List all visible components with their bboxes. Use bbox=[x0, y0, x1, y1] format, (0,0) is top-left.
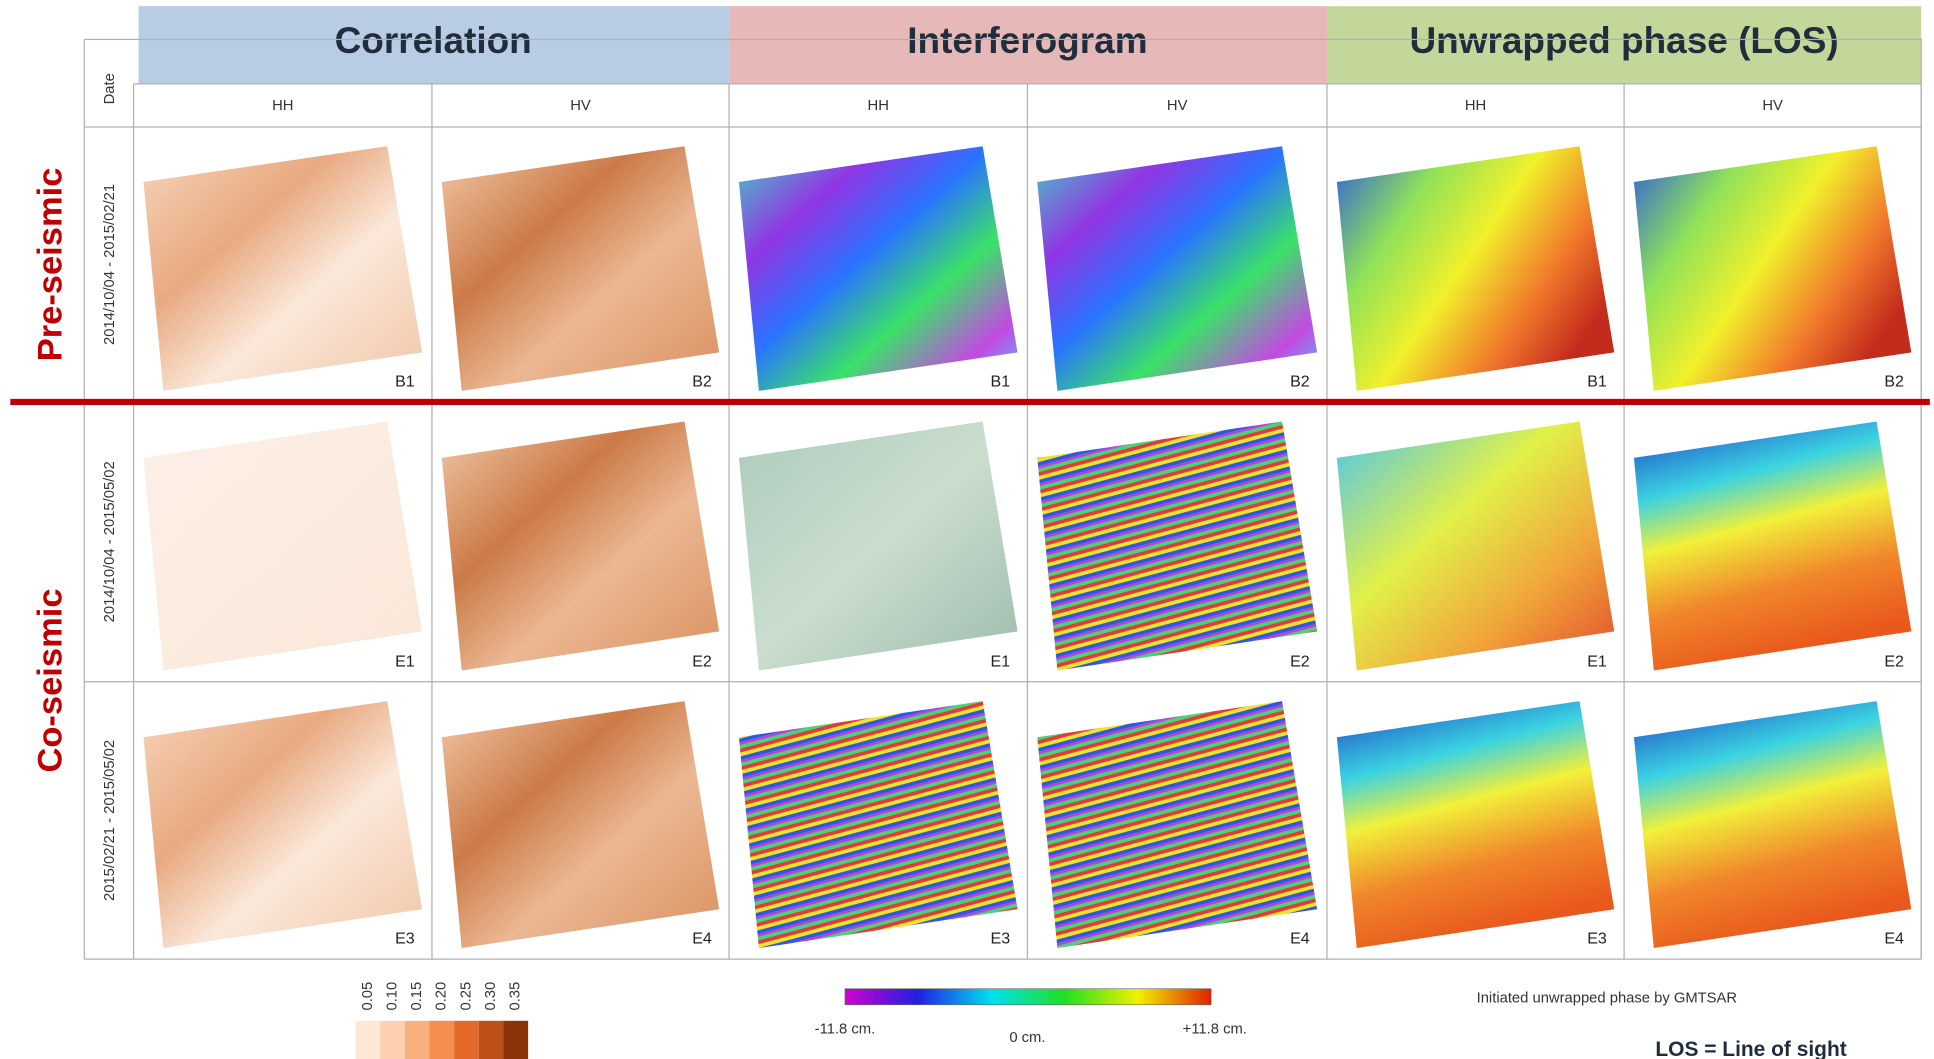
sar-image bbox=[1337, 421, 1614, 670]
tile-label: E2 bbox=[1290, 652, 1310, 670]
scale-swatch bbox=[405, 1021, 430, 1059]
scale-label: 0.20 bbox=[434, 982, 450, 1011]
sar-image bbox=[739, 146, 1018, 391]
tile-label: E2 bbox=[692, 652, 712, 670]
sar-image bbox=[442, 146, 719, 391]
scale-swatch bbox=[429, 1021, 454, 1059]
colorbar-label: +11.8 cm. bbox=[1183, 1021, 1247, 1037]
tile-label: E1 bbox=[1587, 652, 1607, 670]
section-title: Interferogram bbox=[907, 20, 1147, 61]
scale-swatch bbox=[356, 1021, 381, 1059]
tile-label: B1 bbox=[991, 372, 1011, 390]
grid: HH HV HH HV HH HV Pre-seismic 2014/10/04 - 2015… bbox=[31, 39, 1921, 959]
sar-image bbox=[1337, 701, 1614, 948]
sar-image bbox=[143, 146, 422, 391]
date-range: 2015/02/21 - 2015/05/02 bbox=[102, 740, 118, 901]
date-header: Date bbox=[102, 73, 118, 104]
scale-label: 0.35 bbox=[508, 982, 524, 1011]
sar-image bbox=[1634, 421, 1911, 670]
tile-label: E3 bbox=[991, 930, 1011, 948]
sar-image bbox=[442, 421, 719, 670]
sar-image bbox=[1634, 146, 1911, 391]
polarization: HH bbox=[1465, 98, 1486, 114]
tile-label: E4 bbox=[1290, 930, 1310, 948]
tile-label: B1 bbox=[395, 372, 415, 390]
tile-label: E3 bbox=[395, 930, 415, 948]
section-title: Unwrapped phase (LOS) bbox=[1409, 20, 1838, 61]
scale-label: 0.30 bbox=[483, 982, 499, 1011]
sar-image bbox=[143, 701, 422, 948]
tile-label: E1 bbox=[991, 652, 1011, 670]
tile-label: B2 bbox=[1290, 372, 1310, 390]
date-range: 2014/10/04 - 2015/02/21 bbox=[102, 184, 118, 345]
tile-label: E4 bbox=[1884, 930, 1904, 948]
polarization: HV bbox=[570, 98, 591, 114]
polarization: HV bbox=[1762, 98, 1783, 114]
tile-label: E3 bbox=[1587, 930, 1607, 948]
scale-label: 0.25 bbox=[458, 982, 474, 1011]
sar-image bbox=[739, 701, 1018, 948]
section-title: Correlation bbox=[335, 20, 532, 61]
date-range: 2014/10/04 - 2015/05/02 bbox=[102, 461, 118, 622]
row-group-label: Pre-seismic bbox=[31, 168, 69, 362]
scale-label: 0.05 bbox=[360, 982, 376, 1011]
figure: Correlation Interferogram Unwrapped phas… bbox=[0, 0, 1934, 1059]
colorbar-label: -11.8 cm. bbox=[815, 1021, 876, 1037]
sar-image bbox=[442, 701, 719, 948]
colorbar-label: 0 cm. bbox=[1009, 1030, 1045, 1046]
scale-swatch bbox=[380, 1021, 405, 1059]
tile-label: B2 bbox=[692, 372, 712, 390]
note: Initiated unwrapped phase by GMTSAR bbox=[1477, 990, 1737, 1006]
polarization: HH bbox=[868, 98, 889, 114]
sar-image bbox=[739, 421, 1018, 670]
polarization: HH bbox=[272, 98, 293, 114]
sar-image bbox=[1037, 421, 1317, 670]
tile-label: B2 bbox=[1884, 372, 1904, 390]
polarization: HV bbox=[1167, 98, 1188, 114]
scale-swatch bbox=[454, 1021, 479, 1059]
scale-label: 0.15 bbox=[409, 982, 425, 1011]
tile-label: E4 bbox=[692, 930, 712, 948]
sar-image bbox=[1337, 146, 1614, 391]
sar-image bbox=[1634, 701, 1911, 948]
tile-label: E1 bbox=[395, 652, 415, 670]
page: {"header": {"sections": ["Correlation", … bbox=[0, 0, 1934, 1059]
scale-swatch bbox=[479, 1021, 504, 1059]
tile-label: E2 bbox=[1884, 652, 1904, 670]
sar-image bbox=[1037, 701, 1317, 948]
sar-image bbox=[1037, 146, 1317, 391]
footnote: LOS = Line of sight bbox=[1655, 1038, 1846, 1059]
legend: -11.8 cm. 0 cm. +11.8 cm. Initiated unwr… bbox=[356, 982, 1847, 1059]
colorbar bbox=[845, 989, 1211, 1005]
scale-label: 0.10 bbox=[384, 982, 400, 1011]
sar-image bbox=[143, 421, 422, 670]
row-group-label: Co-seismic bbox=[31, 588, 69, 772]
tile-label: B1 bbox=[1587, 372, 1607, 390]
scale-swatch bbox=[503, 1021, 528, 1059]
